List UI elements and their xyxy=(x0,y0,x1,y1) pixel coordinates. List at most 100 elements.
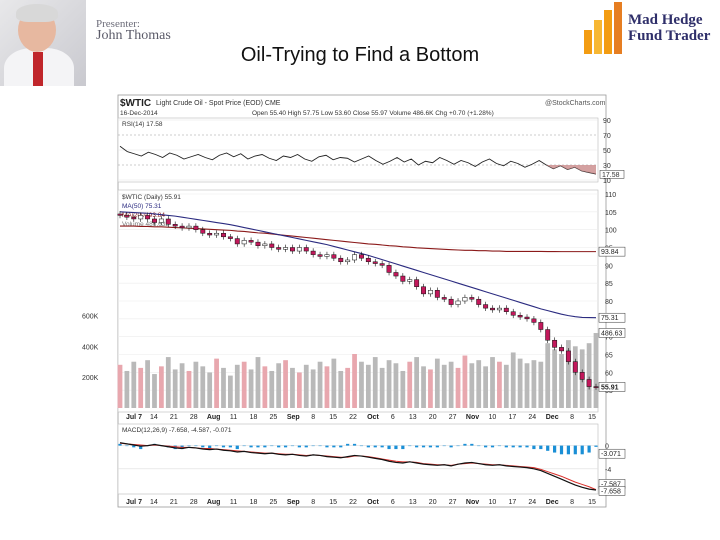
price-candle xyxy=(462,297,468,302)
price-candle xyxy=(469,297,475,300)
macd-histogram-bar xyxy=(580,445,584,455)
volume-bar xyxy=(172,369,178,408)
volume-bar xyxy=(552,349,557,408)
price-candle xyxy=(241,240,247,245)
date-label: 16-Dec-2014 xyxy=(120,110,158,117)
price-candle xyxy=(317,254,323,257)
price-candle xyxy=(221,232,226,238)
macd-histogram-bar xyxy=(484,445,488,448)
volume-bar xyxy=(531,360,537,408)
logo-line2: Fund Trader xyxy=(628,28,711,44)
macd-histogram-bar xyxy=(387,445,391,450)
photo-tie xyxy=(33,52,43,86)
price-candle xyxy=(207,232,213,236)
macd-histogram-bar xyxy=(566,445,571,455)
volume-bar xyxy=(407,361,413,408)
x-tick-label: 13 xyxy=(409,414,417,421)
price-candle xyxy=(186,225,192,229)
volume-bar xyxy=(186,370,192,408)
price-candle xyxy=(165,218,171,225)
macd-histogram-bar xyxy=(263,445,267,448)
macd-histogram-bar xyxy=(277,445,281,448)
volume-bar xyxy=(524,363,530,408)
volume-bar xyxy=(538,361,544,408)
macd-histogram-bar xyxy=(339,445,343,448)
price-candle xyxy=(572,361,578,373)
volume-bar xyxy=(269,370,275,408)
x-tick-label: 8 xyxy=(570,414,574,421)
rsi-value-box xyxy=(599,170,625,179)
volume-bar xyxy=(262,366,268,408)
price-candle xyxy=(145,215,151,220)
x-tick-label: 27 xyxy=(449,499,457,506)
price-tick-label: 100 xyxy=(605,228,617,235)
x-tick-label: 21 xyxy=(170,414,178,421)
price-candle xyxy=(559,347,564,352)
volume-bar xyxy=(503,364,509,408)
macd-right-label: -7.587 xyxy=(601,481,621,488)
volume-bar xyxy=(310,369,316,408)
volume-bar xyxy=(345,367,351,408)
rsi-tick-label: 70 xyxy=(603,133,611,140)
x-tick-label: 6 xyxy=(391,499,395,506)
volume-bar xyxy=(359,361,364,408)
x-axis-bottom: Jul 7 14 21 28 Aug 11 18 25 Sep 8 15 22 Oct 6 13 20 27 No… xyxy=(126,499,596,506)
macd-histogram-bar xyxy=(283,445,288,448)
macd-histogram-bar xyxy=(304,445,308,448)
macd-histogram-bar xyxy=(394,445,398,450)
x-tick-label: 14 xyxy=(150,414,158,421)
price-right-box xyxy=(598,312,626,323)
price-candle xyxy=(400,275,406,282)
x-tick-label: Oct xyxy=(367,414,379,421)
macd-label: MACD(12,26,9) -7.658, -4.587, -0.071 xyxy=(122,427,232,434)
volume-bar xyxy=(365,364,371,408)
volume-bar xyxy=(352,354,357,408)
logo-bars-icon xyxy=(584,2,622,54)
macd-histogram-bar xyxy=(442,445,446,447)
volume-bar xyxy=(448,361,454,408)
macd-histogram-bar xyxy=(235,445,239,450)
price-candle xyxy=(214,232,220,236)
x-tick-label: 28 xyxy=(190,414,198,421)
price-candle xyxy=(248,240,254,243)
x-tick-label: 22 xyxy=(349,499,357,506)
price-candle xyxy=(386,265,392,273)
x-tick-label: 25 xyxy=(269,414,277,421)
price-candle xyxy=(407,279,413,282)
presenter-photo xyxy=(0,0,86,86)
volume-bar xyxy=(338,370,344,408)
price-candle xyxy=(545,329,551,341)
macd-histogram-bar xyxy=(221,445,226,448)
price-candle xyxy=(234,238,240,245)
volume-bar xyxy=(469,363,475,408)
price-tick-label: 70 xyxy=(605,335,613,342)
price-candle xyxy=(455,300,461,305)
volume-tick-label: 600K xyxy=(82,313,99,320)
macd-histogram-bar xyxy=(380,445,384,448)
macd-histogram-bar xyxy=(587,445,591,453)
x-tick-label: 8 xyxy=(570,499,574,506)
volume-bar xyxy=(276,363,282,408)
macd-panel: MACD(12,26,9) -7.658, -4.587, -0.071 0 -4… xyxy=(117,423,626,496)
ohlc-label: Open 55.40 High 57.75 Low 53.60 Close 55… xyxy=(252,110,494,117)
price-tick-label: 80 xyxy=(605,299,613,306)
price-candle xyxy=(124,215,130,218)
volume-bar xyxy=(414,357,420,408)
price-candle xyxy=(579,372,585,380)
macd-histogram-bar xyxy=(456,445,460,447)
price-candle xyxy=(448,298,454,305)
volume-bar xyxy=(227,375,233,408)
macd-histogram-bar xyxy=(346,443,350,446)
macd-histogram-bar xyxy=(297,445,301,448)
macd-histogram-bar xyxy=(125,445,129,447)
x-tick-label: 8 xyxy=(311,414,315,421)
volume-tick-label: 400K xyxy=(82,344,99,351)
volume-bar xyxy=(152,374,157,408)
ma50-line xyxy=(119,211,597,319)
volume-bar xyxy=(303,364,309,408)
price-tick-label: 90 xyxy=(605,263,613,270)
logo-text: Mad Hedge Fund Trader xyxy=(628,12,710,44)
volume-bar xyxy=(386,360,392,408)
macd-histogram-bar xyxy=(504,445,508,448)
price-candle xyxy=(138,215,144,220)
